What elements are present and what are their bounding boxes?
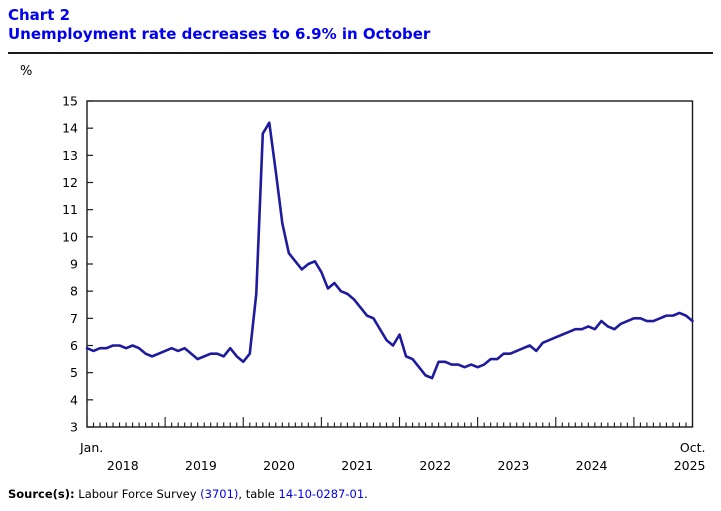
chart-header: Chart 2 Unemployment rate decreases to 6… [8,6,713,44]
y-axis-tick-label: 13 [62,148,78,163]
plot-frame [86,100,694,428]
x-axis-year-label: 2018 [107,458,139,473]
source-text: . [364,487,368,501]
x-axis-start-month-label: Jan. [79,440,103,455]
x-axis-end-month-label: Oct. [680,440,706,455]
x-axis-year-label: 2019 [185,458,217,473]
unemployment-rate-series-line [85,121,694,380]
x-axis: Jan. Oct. 2018 2019 2020 2021 2022 2023 2024 2025 [79,417,706,473]
source-prefix: Source(s): [8,487,75,501]
x-axis-year-label: 2025 [674,458,706,473]
y-axis-tick-label: 14 [62,121,78,136]
y-axis-unit-label: % [20,64,33,79]
y-axis: 15 14 13 12 11 10 9 8 7 6 5 4 3 [62,94,93,435]
source-text: , table [238,487,279,501]
chart-title: Unemployment rate decreases to 6.9% in O… [8,25,431,43]
x-axis-year-label: 2021 [341,458,373,473]
y-axis-tick-label: 5 [70,365,78,380]
y-axis-tick-label: 8 [70,284,78,299]
x-axis-year-label: 2020 [263,458,295,473]
y-axis-tick-label: 9 [70,257,78,272]
x-axis-year-label: 2023 [498,458,530,473]
y-axis-tick-label: 4 [70,392,78,407]
y-axis-tick-label: 6 [70,338,78,353]
y-axis-tick-label: 15 [62,94,78,109]
x-axis-year-label: 2024 [576,458,608,473]
source-survey-link[interactable]: (3701) [200,487,239,501]
source-line: Source(s): Labour Force Survey (3701), t… [8,487,368,501]
y-axis-tick-label: 10 [62,229,78,244]
chart-number-label: Chart 2 [8,6,71,24]
y-axis-tick-label: 7 [70,311,78,326]
y-axis-tick-label: 11 [62,202,78,217]
source-table-link[interactable]: 14-10-0287-01 [278,487,365,501]
title-divider-rule [8,52,713,54]
source-text: Labour Force Survey [74,487,201,501]
y-axis-tick-label: 3 [70,420,78,435]
y-axis-tick-label: 12 [62,175,78,190]
x-axis-year-label: 2022 [419,458,451,473]
